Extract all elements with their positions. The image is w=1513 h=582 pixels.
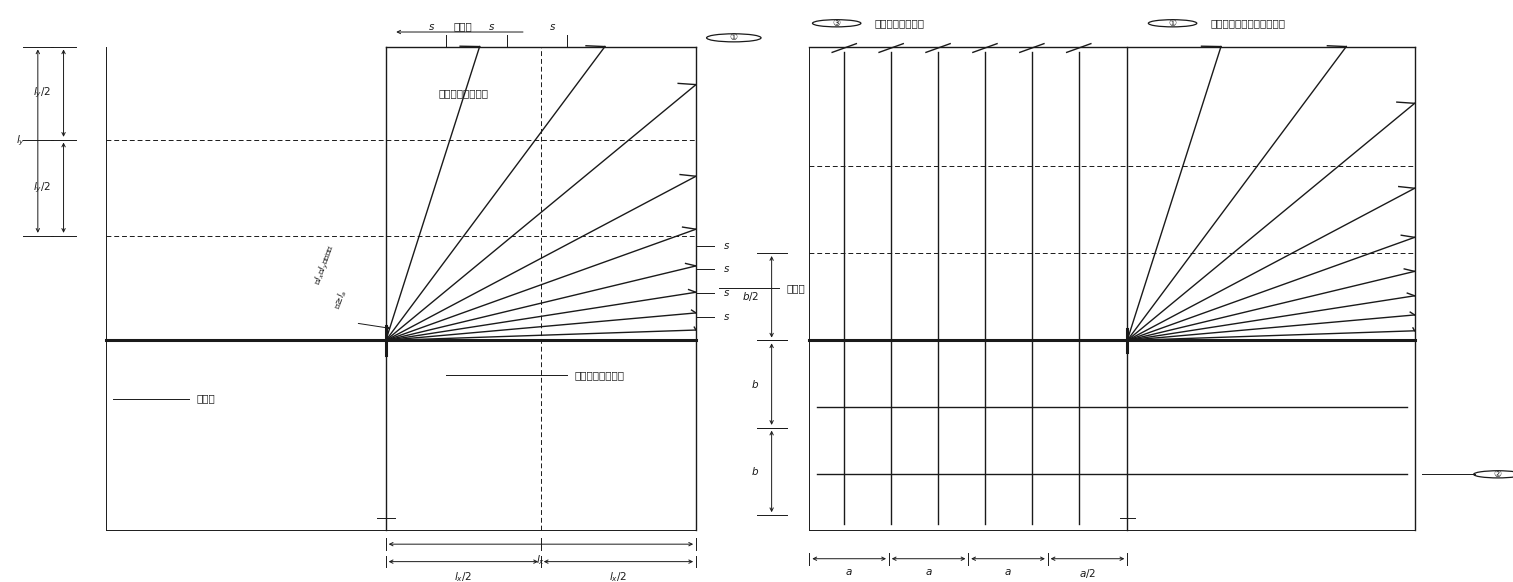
Text: $l_x/2$: $l_x/2$ [454, 570, 472, 582]
Text: 悬挑板: 悬挑板 [454, 21, 472, 31]
Text: $l_x/2$: $l_x/2$ [610, 570, 628, 582]
Text: $s$: $s$ [723, 264, 731, 274]
Text: $a/2$: $a/2$ [1079, 567, 1095, 580]
Text: $b/2$: $b/2$ [743, 290, 760, 303]
Text: $a$: $a$ [924, 567, 932, 577]
Text: $l_y/2$: $l_y/2$ [33, 86, 51, 100]
Text: ②: ② [1493, 470, 1502, 479]
Text: $l_y$: $l_y$ [17, 134, 26, 148]
Text: 且≥$l_a$: 且≥$l_a$ [331, 288, 350, 311]
Text: 悬挑板上部受力筋: 悬挑板上部受力筋 [875, 18, 924, 29]
Text: $s$: $s$ [723, 240, 731, 251]
Text: 悬挑板阳角上部放射受力筋: 悬挑板阳角上部放射受力筋 [1210, 18, 1286, 29]
Text: $s$: $s$ [549, 22, 555, 32]
Text: 悬挑板: 悬挑板 [787, 283, 805, 293]
Text: ①: ① [729, 33, 738, 42]
Text: ①: ① [1168, 19, 1177, 28]
Text: 梁、混凝土墙外侧: 梁、混凝土墙外侧 [575, 370, 625, 381]
Text: $s$: $s$ [723, 311, 731, 322]
Text: 跨内板: 跨内板 [197, 393, 215, 404]
Text: $a$: $a$ [1005, 567, 1012, 577]
Text: $s$: $s$ [428, 22, 434, 32]
Text: $s$: $s$ [723, 288, 731, 298]
Text: 梁、混凝土墙外侧: 梁、混凝土墙外侧 [439, 88, 489, 98]
Text: $s$: $s$ [489, 22, 495, 32]
Text: $b$: $b$ [752, 466, 760, 477]
Text: $l_x$: $l_x$ [536, 553, 546, 567]
Text: $l_y/2$: $l_y/2$ [33, 180, 51, 195]
Text: $a$: $a$ [846, 567, 853, 577]
Text: $b$: $b$ [752, 378, 760, 390]
Text: ③: ③ [832, 19, 841, 28]
Text: 取$l_x$与$l_y$之较大者: 取$l_x$与$l_y$之较大者 [312, 243, 339, 287]
